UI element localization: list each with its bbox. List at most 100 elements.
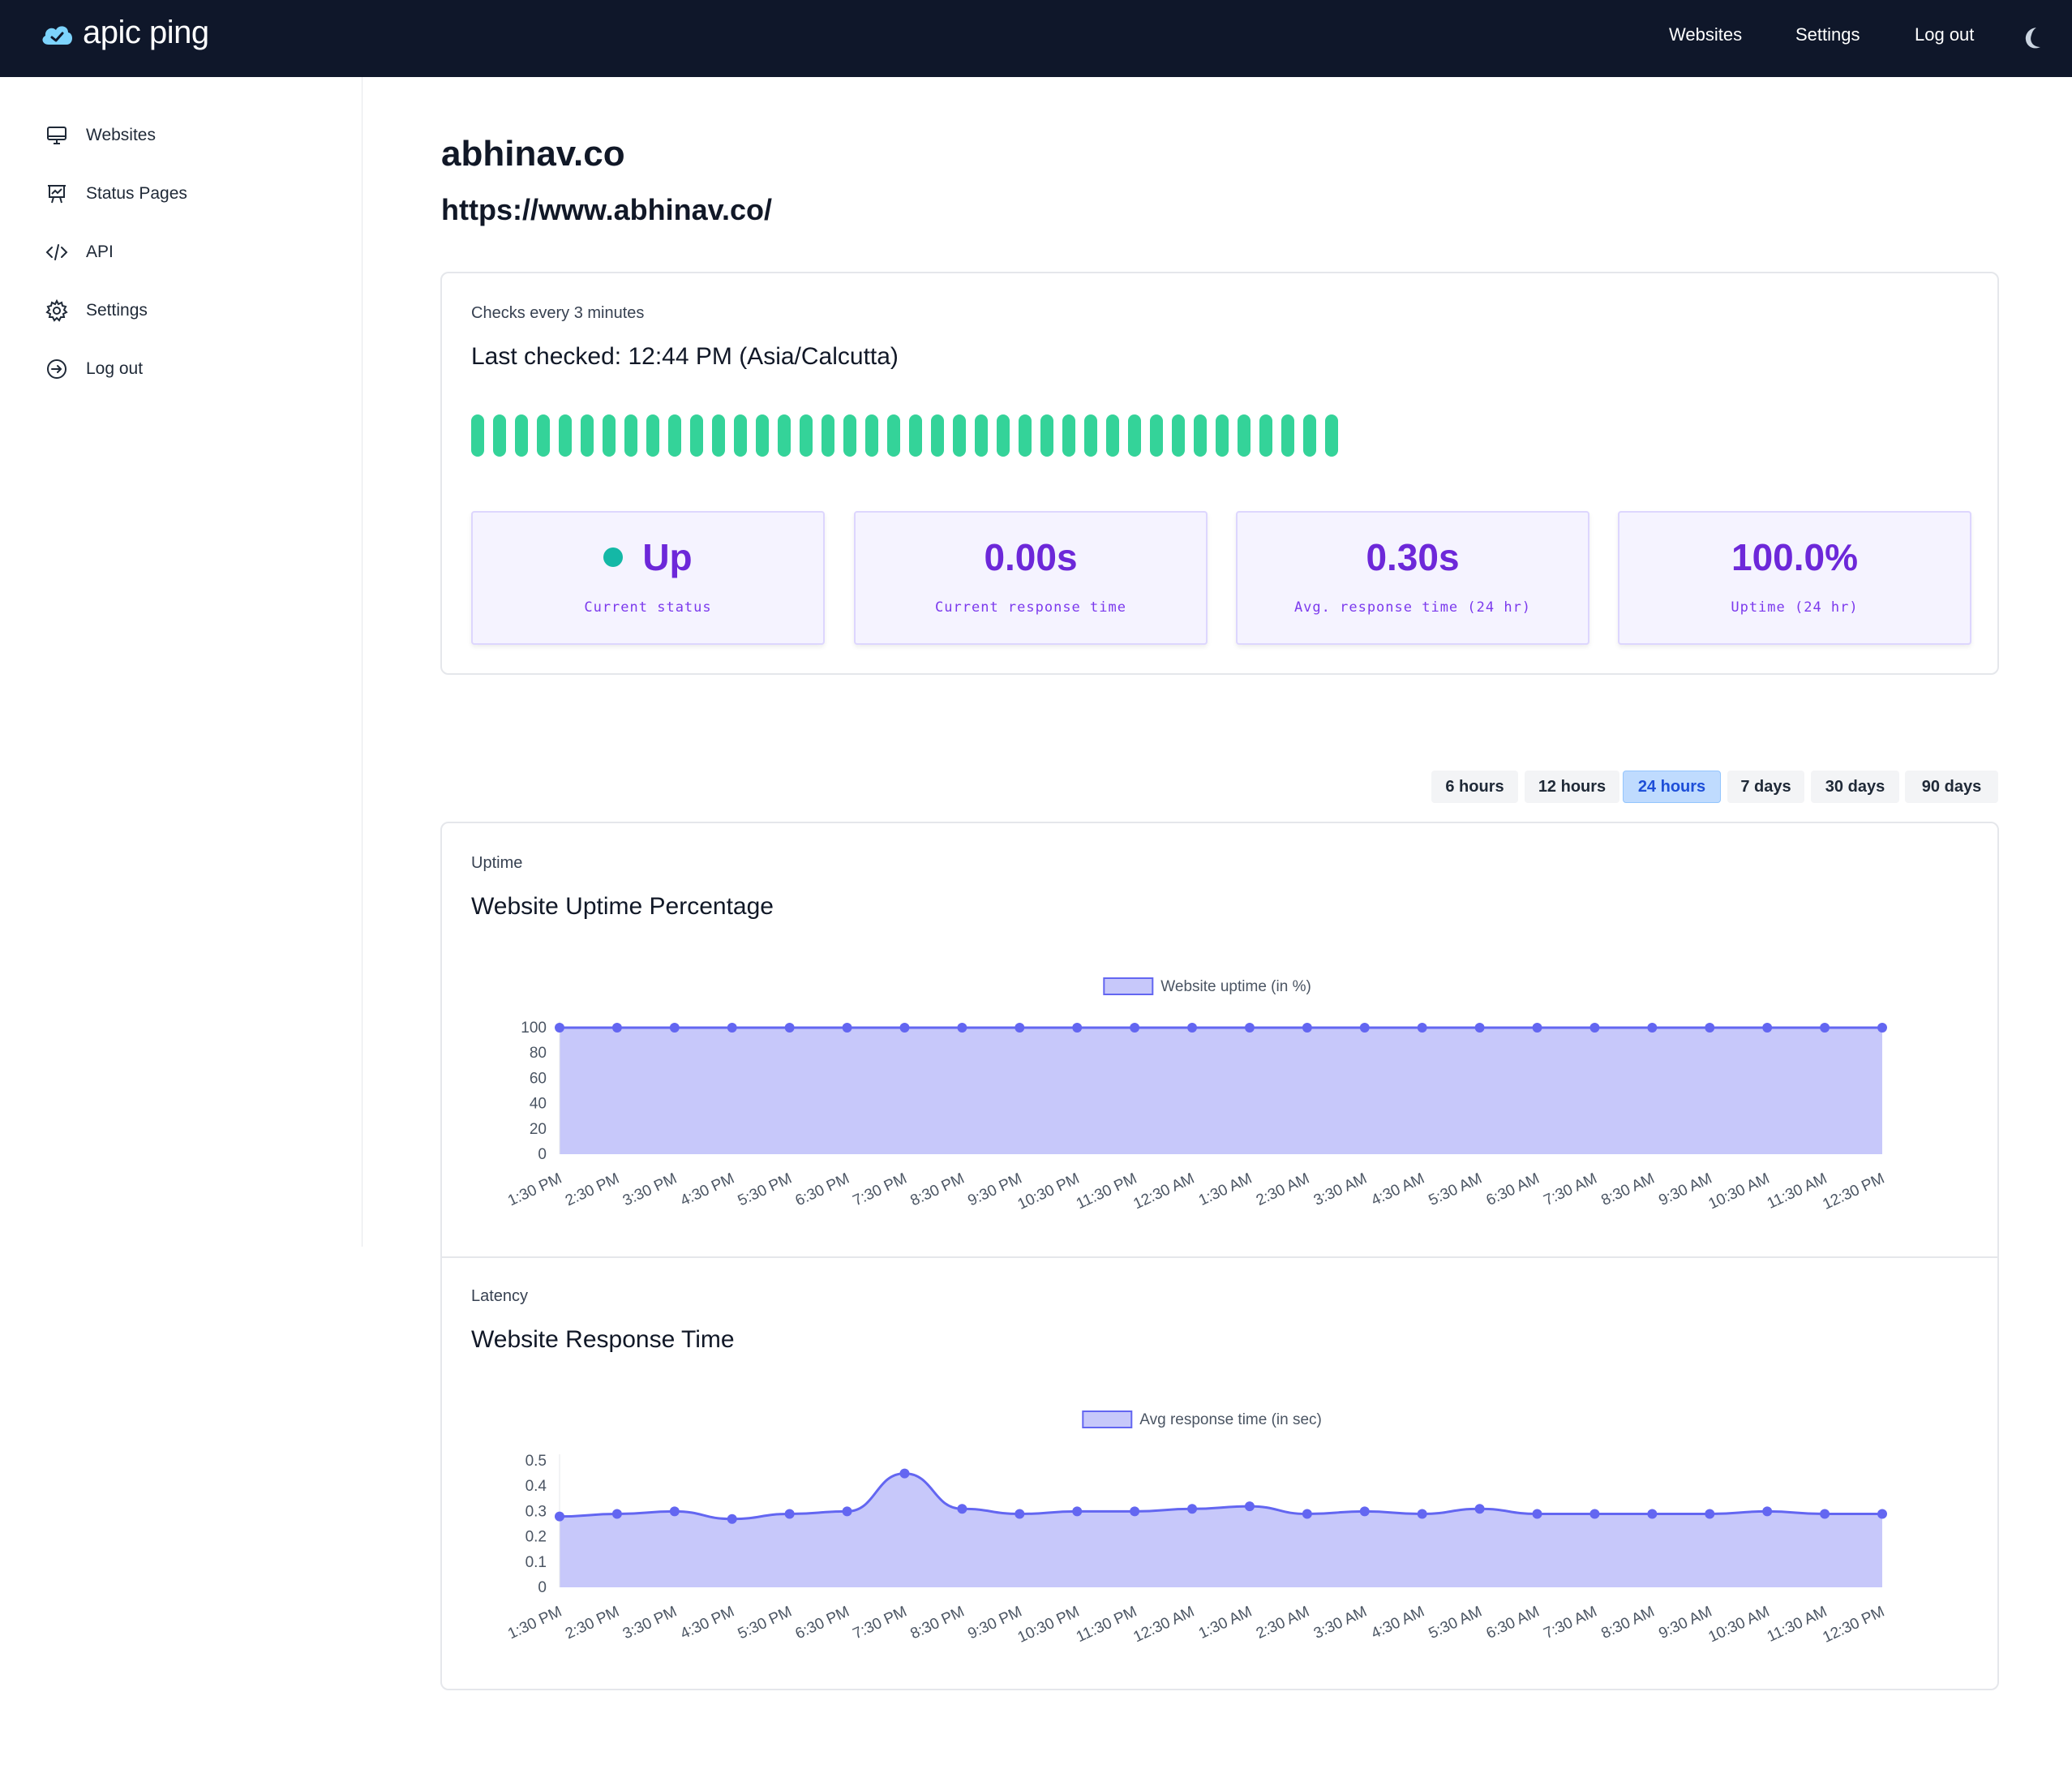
- range-30-days[interactable]: 30 days: [1811, 771, 1899, 803]
- heartbeat-tick[interactable]: [624, 414, 637, 457]
- heartbeat-tick[interactable]: [997, 414, 1010, 457]
- heartbeat-tick[interactable]: [887, 414, 900, 457]
- nav-settings-link[interactable]: Settings: [1795, 24, 1860, 45]
- data-point: [669, 1506, 680, 1517]
- heartbeat-tick[interactable]: [1062, 414, 1075, 457]
- x-tick-label: 4:30 PM: [678, 1170, 737, 1209]
- data-point: [1072, 1506, 1083, 1517]
- legend-swatch: [1103, 977, 1154, 995]
- range-90-days[interactable]: 90 days: [1905, 771, 1998, 803]
- heartbeat-tick[interactable]: [822, 414, 834, 457]
- y-tick-label: 0: [538, 1146, 547, 1163]
- heartbeat-tick[interactable]: [734, 414, 747, 457]
- moon-icon[interactable]: [2023, 26, 2044, 50]
- sidebar-item-logout[interactable]: Log out: [45, 358, 143, 380]
- heartbeat-tick[interactable]: [1150, 414, 1163, 457]
- x-tick-label: 11:30 PM: [1074, 1603, 1139, 1646]
- heartbeat-tick[interactable]: [471, 414, 484, 457]
- x-tick-label: 8:30 AM: [1598, 1170, 1657, 1209]
- heartbeat-tick[interactable]: [1084, 414, 1097, 457]
- heartbeat-tick[interactable]: [975, 414, 988, 457]
- range-12-hours[interactable]: 12 hours: [1525, 771, 1619, 803]
- heartbeat-tick[interactable]: [1172, 414, 1185, 457]
- heartbeat-tick[interactable]: [493, 414, 506, 457]
- heartbeat-tick[interactable]: [1303, 414, 1316, 457]
- page-title: abhinav.co: [441, 134, 625, 174]
- data-point: [1474, 1504, 1485, 1514]
- heartbeat-bar: [471, 414, 1338, 457]
- heartbeat-tick[interactable]: [1216, 414, 1229, 457]
- nav-websites-link[interactable]: Websites: [1669, 24, 1743, 45]
- x-tick-label: 1:30 PM: [505, 1170, 564, 1209]
- y-tick-label: 0: [538, 1579, 547, 1596]
- stat-value: 0.30s: [1366, 536, 1460, 578]
- range-6-hours[interactable]: 6 hours: [1431, 771, 1518, 803]
- sidebar-item-label: API: [86, 243, 114, 261]
- heartbeat-tick[interactable]: [559, 414, 572, 457]
- brand[interactable]: apic ping: [39, 15, 209, 51]
- x-tick-label: 5:30 PM: [736, 1603, 795, 1642]
- heartbeat-tick[interactable]: [1040, 414, 1053, 457]
- heartbeat-tick[interactable]: [909, 414, 922, 457]
- data-point: [669, 1023, 680, 1033]
- heartbeat-tick[interactable]: [778, 414, 791, 457]
- heartbeat-tick[interactable]: [1281, 414, 1294, 457]
- heartbeat-tick[interactable]: [1325, 414, 1338, 457]
- brand-name: apic ping: [83, 15, 209, 50]
- heartbeat-tick[interactable]: [603, 414, 616, 457]
- heartbeat-tick[interactable]: [712, 414, 725, 457]
- x-tick-label: 12:30 PM: [1821, 1603, 1888, 1646]
- heartbeat-tick[interactable]: [1194, 414, 1207, 457]
- data-point: [1820, 1509, 1830, 1519]
- uptime-chart: Website uptime (in %) 0 20 40 60 80 100 1:30 PM…: [505, 977, 1887, 1213]
- x-tick-label: 11:30 AM: [1765, 1170, 1830, 1212]
- data-point: [1244, 1023, 1255, 1033]
- range-7-days[interactable]: 7 days: [1727, 771, 1804, 803]
- nav-logout-link[interactable]: Log out: [1915, 24, 1975, 45]
- data-point: [1359, 1023, 1370, 1033]
- heartbeat-tick[interactable]: [668, 414, 681, 457]
- data-point: [842, 1023, 852, 1033]
- chart-legend: Avg response time (in sec): [1082, 1410, 1322, 1428]
- range-24-hours[interactable]: 24 hours: [1623, 771, 1721, 803]
- heartbeat-tick[interactable]: [690, 414, 703, 457]
- data-point: [1532, 1023, 1542, 1033]
- heartbeat-tick[interactable]: [1128, 414, 1141, 457]
- heartbeat-tick[interactable]: [931, 414, 944, 457]
- sidebar-item-status-pages[interactable]: Status Pages: [45, 182, 187, 205]
- x-tick-label: 4:30 PM: [678, 1603, 737, 1642]
- data-point: [1359, 1506, 1370, 1517]
- uptime-eyebrow: Uptime: [471, 854, 523, 872]
- data-point: [1589, 1509, 1600, 1519]
- sidebar-item-settings[interactable]: Settings: [45, 299, 148, 322]
- heartbeat-tick[interactable]: [1238, 414, 1250, 457]
- heartbeat-tick[interactable]: [537, 414, 550, 457]
- sidebar-item-api[interactable]: API: [45, 241, 114, 264]
- heartbeat-tick[interactable]: [843, 414, 856, 457]
- heartbeat-tick[interactable]: [800, 414, 813, 457]
- sidebar-item-label: Websites: [86, 126, 156, 144]
- heartbeat-tick[interactable]: [865, 414, 878, 457]
- x-tick-label: 7:30 PM: [851, 1170, 910, 1209]
- heartbeat-tick[interactable]: [953, 414, 966, 457]
- x-tick-label: 5:30 PM: [736, 1170, 795, 1209]
- sidebar-item-websites[interactable]: Websites: [45, 124, 156, 147]
- x-tick-label: 11:30 AM: [1765, 1603, 1830, 1645]
- data-point: [1015, 1509, 1025, 1519]
- gear-icon: [45, 299, 68, 322]
- heartbeat-tick[interactable]: [1106, 414, 1119, 457]
- series-area: [560, 1028, 1882, 1154]
- data-point: [1647, 1509, 1658, 1519]
- data-point: [555, 1023, 564, 1033]
- x-tick-label: 7:30 AM: [1541, 1603, 1599, 1642]
- x-tick-label: 6:30 AM: [1484, 1170, 1542, 1209]
- heartbeat-tick[interactable]: [646, 414, 659, 457]
- heartbeat-tick[interactable]: [515, 414, 528, 457]
- heartbeat-tick[interactable]: [581, 414, 594, 457]
- x-tick-label: 9:30 PM: [965, 1603, 1024, 1642]
- heartbeat-tick[interactable]: [1259, 414, 1272, 457]
- heartbeat-tick[interactable]: [1019, 414, 1032, 457]
- x-tick-label: 12:30 AM: [1131, 1603, 1198, 1646]
- heartbeat-tick[interactable]: [756, 414, 769, 457]
- y-tick-label: 0.2: [526, 1529, 547, 1546]
